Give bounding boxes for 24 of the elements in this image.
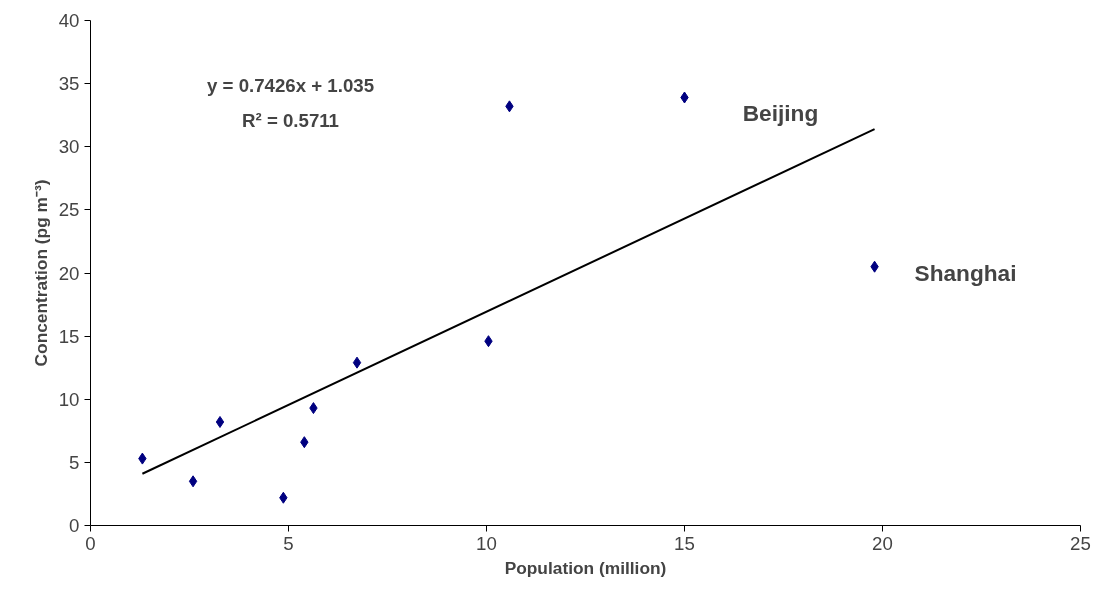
annotation: R² = 0.5711 [242,109,339,131]
x-tick-label: 25 [1070,532,1091,554]
x-axis-title: Population (million) [504,557,667,578]
y-tick-label: 30 [58,136,80,158]
annotation: Shanghai [914,259,1017,286]
y-tick-label: 40 [58,10,80,31]
y-tick-label: 5 [69,451,80,473]
annotation: y = 0.7426x + 1.035 [206,74,375,96]
x-tick-label: 20 [872,532,893,554]
point [352,356,362,369]
x-tick-label: 15 [674,532,695,554]
x-tick-label: 10 [476,532,497,554]
y-axis-title: Concentration (pg m⁻³) [30,179,51,367]
y-tick-label: 25 [58,199,80,221]
y-tick-label: 35 [58,73,80,95]
point [215,415,225,428]
y-tick-label: 20 [58,262,80,284]
x-tick-label: 0 [85,532,96,554]
y-tick-label: 10 [58,388,80,410]
point [188,475,198,488]
annotation: Beijing [742,99,819,126]
y-tick-label: 0 [69,515,80,536]
x-tick-label: 5 [283,532,294,554]
y-tick-label: 15 [58,325,80,347]
